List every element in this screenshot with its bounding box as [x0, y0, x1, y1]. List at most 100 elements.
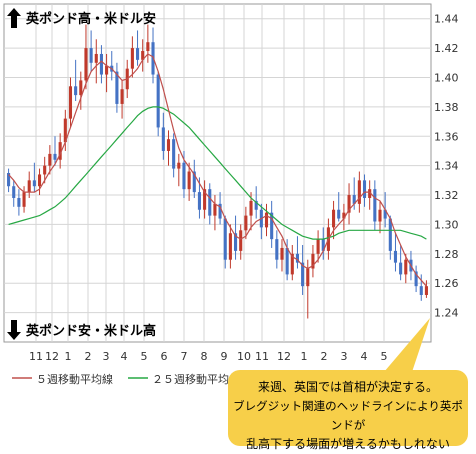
candle — [223, 215, 227, 269]
candle — [27, 171, 31, 198]
candle — [161, 112, 165, 160]
candle — [12, 180, 16, 207]
candles — [7, 24, 428, 319]
candle — [275, 230, 279, 269]
candle-body — [94, 53, 98, 63]
candle — [141, 39, 145, 72]
candle-body — [378, 209, 382, 222]
candle-body — [301, 262, 305, 287]
candle — [388, 215, 392, 260]
candle-body — [290, 253, 294, 275]
candle-body — [141, 51, 145, 60]
candle — [347, 183, 351, 225]
candle — [332, 200, 336, 240]
legend-ma25-label: ２５週移動平均線 — [152, 373, 240, 386]
candle-body — [399, 262, 403, 275]
candle-body — [228, 233, 232, 260]
candle-body — [388, 218, 392, 251]
candle-body — [337, 209, 341, 219]
candle-body — [218, 203, 222, 219]
candle-body — [187, 171, 191, 190]
candle-body — [172, 139, 176, 169]
candle-body — [115, 71, 119, 104]
x-tick-label: 8 — [201, 350, 208, 363]
candle — [234, 215, 238, 260]
candle — [156, 71, 160, 137]
candle-body — [342, 212, 346, 219]
x-tick-label: 1 — [301, 350, 308, 363]
y-tick-label: 1.34 — [434, 160, 459, 173]
candle-body — [285, 247, 289, 275]
candle-body — [306, 268, 310, 287]
candle — [53, 136, 57, 166]
candle — [419, 274, 423, 301]
candle-body — [373, 189, 377, 222]
candle-body — [79, 80, 83, 96]
callout-line-3: 乱高下する場面が増えるかもしれない — [246, 437, 450, 451]
candle — [311, 245, 315, 278]
candle — [228, 224, 232, 269]
candle — [280, 239, 284, 272]
candle — [115, 62, 119, 113]
candle-body — [53, 153, 57, 160]
x-axis-ticks: 11 12 1 2 3 4 5 6 7 8 9 10 11 12 1 2 3 4 5 — [29, 350, 388, 363]
x-tick-label: 12 — [45, 350, 59, 363]
candle-body — [32, 180, 36, 187]
candle — [264, 203, 269, 237]
candle — [213, 195, 217, 231]
candle — [89, 30, 93, 72]
candle — [37, 168, 42, 196]
candle-body — [177, 162, 181, 169]
candle-body — [146, 42, 150, 52]
candle — [357, 171, 361, 213]
candle — [7, 168, 11, 193]
candle-body — [424, 286, 428, 295]
candle-body — [27, 180, 31, 193]
candle-body — [239, 230, 243, 251]
x-tick-label: 5 — [141, 350, 148, 363]
x-tick-label: 10 — [237, 350, 251, 363]
candle — [17, 189, 21, 216]
candle — [306, 259, 310, 319]
candle — [393, 233, 398, 272]
callout-line-2: ブレグジット関連のヘッドラインにより英ポンドが — [233, 399, 463, 432]
candle — [94, 39, 98, 84]
candle-body — [74, 86, 78, 96]
candle — [22, 186, 26, 213]
candle-body — [68, 86, 73, 119]
candle — [321, 227, 325, 260]
candle — [79, 71, 83, 110]
y-tick-label: 1.42 — [434, 42, 459, 55]
y-tick-label: 1.40 — [434, 71, 459, 84]
y-tick-label: 1.44 — [434, 13, 459, 26]
candle-body — [135, 48, 140, 60]
candle — [187, 162, 191, 201]
candle-body — [156, 74, 160, 128]
candle — [301, 245, 305, 295]
candle-body — [270, 212, 274, 240]
candle-body — [37, 174, 42, 187]
candle — [342, 203, 346, 231]
candle-body — [120, 89, 124, 104]
candle — [177, 153, 181, 187]
ma25-line — [8, 106, 427, 240]
candle — [120, 80, 124, 119]
candle — [399, 245, 403, 281]
candle-body — [192, 171, 196, 193]
candle — [270, 200, 274, 248]
candle-body — [244, 215, 248, 231]
candle-body — [166, 139, 171, 151]
y-tick-label: 1.36 — [434, 130, 459, 143]
x-tick-label: 12 — [277, 350, 291, 363]
candle — [84, 24, 88, 90]
ma5-line — [8, 53, 427, 287]
candle-body — [280, 247, 284, 260]
y-tick-label: 1.24 — [434, 307, 459, 320]
candle — [368, 180, 372, 210]
y-tick-label: 1.30 — [434, 218, 459, 231]
y-tick-label: 1.28 — [434, 248, 459, 261]
candle-body — [264, 212, 269, 228]
y-axis-ticks: 1.44 1.42 1.40 1.38 1.36 1.34 1.32 1.30 1.28 1.26… — [434, 13, 459, 320]
candle-body — [321, 239, 325, 251]
down-arrow-icon — [7, 320, 21, 340]
